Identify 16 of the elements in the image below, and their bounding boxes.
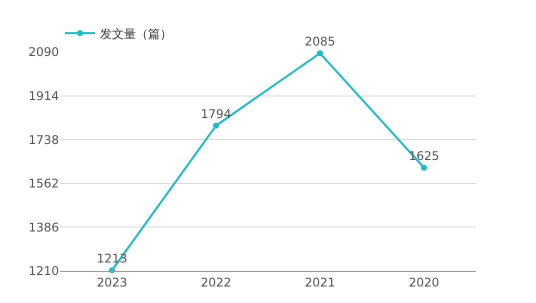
- data-label: 2085: [304, 34, 336, 48]
- y-tick-label: 1386: [28, 220, 59, 234]
- x-tick-label: 2021: [304, 275, 336, 290]
- data-label: 1794: [200, 106, 232, 121]
- point: [421, 164, 427, 171]
- y-tick-label: 1562: [28, 176, 59, 191]
- point: [213, 122, 219, 129]
- y-tick-label: 1914: [28, 89, 59, 103]
- x-tick-label: 2020: [408, 275, 440, 290]
- x-tick-label: 2023: [96, 275, 128, 290]
- x-tick-label: 2022: [200, 275, 232, 290]
- legend-label: 发文量（篇）: [100, 26, 172, 41]
- point: [317, 50, 323, 56]
- y-tick-label: 1210: [28, 264, 59, 278]
- y-tick-label: 2090: [28, 45, 59, 60]
- y-tick-label: 1738: [28, 132, 59, 147]
